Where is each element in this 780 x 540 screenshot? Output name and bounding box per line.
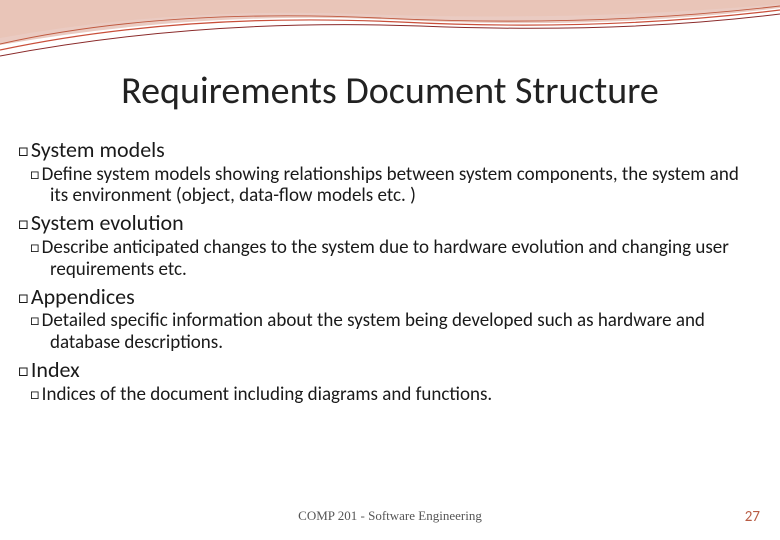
section-sub: Detailed specific information about the … bbox=[50, 310, 758, 354]
footer-text: COMP 201 - Software Engineering bbox=[0, 508, 780, 524]
swoosh-svg bbox=[0, 0, 780, 70]
swoosh-line-3 bbox=[0, 6, 780, 44]
section-heading: System models bbox=[18, 138, 758, 163]
page-number: 27 bbox=[745, 508, 760, 526]
swoosh-line-1 bbox=[0, 10, 780, 50]
swoosh-line-2 bbox=[0, 14, 780, 56]
section-sub: Indices of the document including diagra… bbox=[50, 384, 758, 406]
page-title: Requirements Document Structure bbox=[0, 68, 780, 114]
section-heading: Index bbox=[18, 358, 758, 383]
ribbon-light bbox=[0, 0, 780, 38]
section-heading: Appendices bbox=[18, 285, 758, 310]
header-swoosh bbox=[0, 0, 780, 70]
content-body: System models Define system models showi… bbox=[18, 136, 758, 409]
section-heading: System evolution bbox=[18, 211, 758, 236]
section-sub: Describe anticipated changes to the syst… bbox=[50, 237, 758, 281]
slide: Requirements Document Structure System m… bbox=[0, 0, 780, 540]
ribbon-fill bbox=[0, 0, 780, 45]
section-sub: Define system models showing relationshi… bbox=[50, 164, 758, 208]
footer: COMP 201 - Software Engineering 27 bbox=[0, 508, 780, 526]
